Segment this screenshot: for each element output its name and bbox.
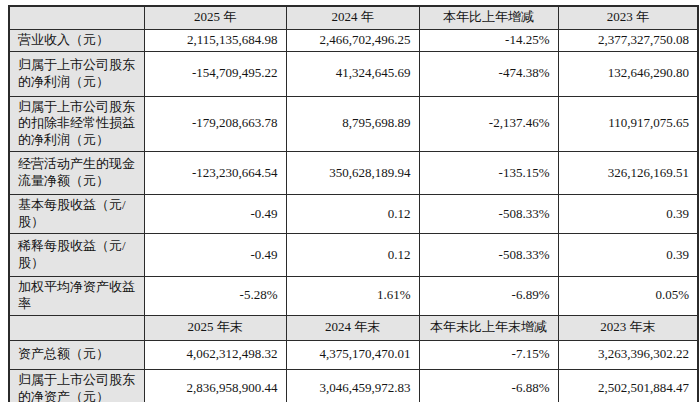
cell-change: -6.89%	[419, 276, 558, 315]
endpoint-header-row: 2025 年末 2024 年末 本年末比上年末增减 2023 年末	[9, 315, 698, 340]
cell-change: -6.88%	[419, 369, 558, 402]
row-label: 资产总额（元）	[9, 340, 144, 369]
cell-2024: 2,466,702,496.25	[286, 29, 419, 51]
cell-2024: 4,375,170,470.01	[286, 340, 419, 369]
row-label: 经营活动产生的现金流量净额（元）	[9, 152, 144, 195]
key-financials-table: 2025 年 2024 年 本年比上年增减 2023 年 营业收入（元） 2,1…	[8, 5, 699, 402]
cell-2023: 2,502,501,884.47	[558, 369, 698, 402]
cell-2023: 0.39	[558, 195, 698, 234]
cell-change: -135.15%	[419, 152, 558, 195]
cell-2025: -123,230,664.54	[144, 152, 286, 195]
row-label: 归属于上市公司股东的扣除非经常性损益的净利润（元）	[9, 96, 144, 152]
cell-2025: -0.49	[144, 233, 286, 276]
table-row-net-profit-excl-nonrecurring: 归属于上市公司股东的扣除非经常性损益的净利润（元） -179,208,663.7…	[9, 96, 698, 152]
table-row-net-profit: 归属于上市公司股东的净利润（元） -154,709,495.22 41,324,…	[9, 51, 698, 96]
row-label: 营业收入（元）	[9, 29, 144, 51]
col-header-2023: 2023 年	[558, 6, 698, 29]
row-label: 归属于上市公司股东的净资产（元）	[9, 369, 144, 402]
cell-2025: 2,836,958,900.44	[144, 369, 286, 402]
table-row-weighted-avg-roe: 加权平均净资产收益率 -5.28% 1.61% -6.89% 0.05%	[9, 276, 698, 315]
cell-2023: 110,917,075.65	[558, 96, 698, 152]
cell-change: -508.33%	[419, 195, 558, 234]
row-label: 加权平均净资产收益率	[9, 276, 144, 315]
table-row-net-assets: 归属于上市公司股东的净资产（元） 2,836,958,900.44 3,046,…	[9, 369, 698, 402]
cell-2024: 8,795,698.89	[286, 96, 419, 152]
col-header-change-end: 本年末比上年末增减	[419, 315, 558, 340]
cell-2023: 326,126,169.51	[558, 152, 698, 195]
cell-2023: 3,263,396,302.22	[558, 340, 698, 369]
col-header-2024-end: 2024 年末	[286, 315, 419, 340]
cell-2023: 132,646,290.80	[558, 51, 698, 96]
col-header-2023-end: 2023 年末	[558, 315, 698, 340]
table-row-diluted-eps: 稀释每股收益（元/股） -0.49 0.12 -508.33% 0.39	[9, 233, 698, 276]
table-row-basic-eps: 基本每股收益（元/股） -0.49 0.12 -508.33% 0.39	[9, 195, 698, 234]
corner-cell	[9, 315, 144, 340]
row-label: 归属于上市公司股东的净利润（元）	[9, 51, 144, 96]
table-row-operating-cash-flow: 经营活动产生的现金流量净额（元） -123,230,664.54 350,628…	[9, 152, 698, 195]
cell-2024: 41,324,645.69	[286, 51, 419, 96]
table-row-revenue: 营业收入（元） 2,115,135,684.98 2,466,702,496.2…	[9, 29, 698, 51]
document-page: 2025 年 2024 年 本年比上年增减 2023 年 营业收入（元） 2,1…	[0, 0, 700, 402]
cell-2025: -5.28%	[144, 276, 286, 315]
cell-change: -474.38%	[419, 51, 558, 96]
table-row-total-assets: 资产总额（元） 4,062,312,498.32 4,375,170,470.0…	[9, 340, 698, 369]
row-label: 基本每股收益（元/股）	[9, 195, 144, 234]
cell-2024: 3,046,459,972.83	[286, 369, 419, 402]
cell-2025: 4,062,312,498.32	[144, 340, 286, 369]
cell-2024: 350,628,189.94	[286, 152, 419, 195]
col-header-change: 本年比上年增减	[419, 6, 558, 29]
cell-change: -2,137.46%	[419, 96, 558, 152]
cell-2023: 2,377,327,750.08	[558, 29, 698, 51]
cell-change: -508.33%	[419, 233, 558, 276]
cell-2023: 0.05%	[558, 276, 698, 315]
cell-2023: 0.39	[558, 233, 698, 276]
corner-cell	[9, 6, 144, 29]
period-header-row: 2025 年 2024 年 本年比上年增减 2023 年	[9, 6, 698, 29]
col-header-2025-end: 2025 年末	[144, 315, 286, 340]
col-header-2024: 2024 年	[286, 6, 419, 29]
cell-change: -7.15%	[419, 340, 558, 369]
cell-2025: -179,208,663.78	[144, 96, 286, 152]
cell-2024: 0.12	[286, 195, 419, 234]
row-label: 稀释每股收益（元/股）	[9, 233, 144, 276]
cell-2024: 0.12	[286, 233, 419, 276]
cell-2025: -154,709,495.22	[144, 51, 286, 96]
col-header-2025: 2025 年	[144, 6, 286, 29]
cell-2025: -0.49	[144, 195, 286, 234]
cell-change: -14.25%	[419, 29, 558, 51]
cell-2025: 2,115,135,684.98	[144, 29, 286, 51]
cell-2024: 1.61%	[286, 276, 419, 315]
